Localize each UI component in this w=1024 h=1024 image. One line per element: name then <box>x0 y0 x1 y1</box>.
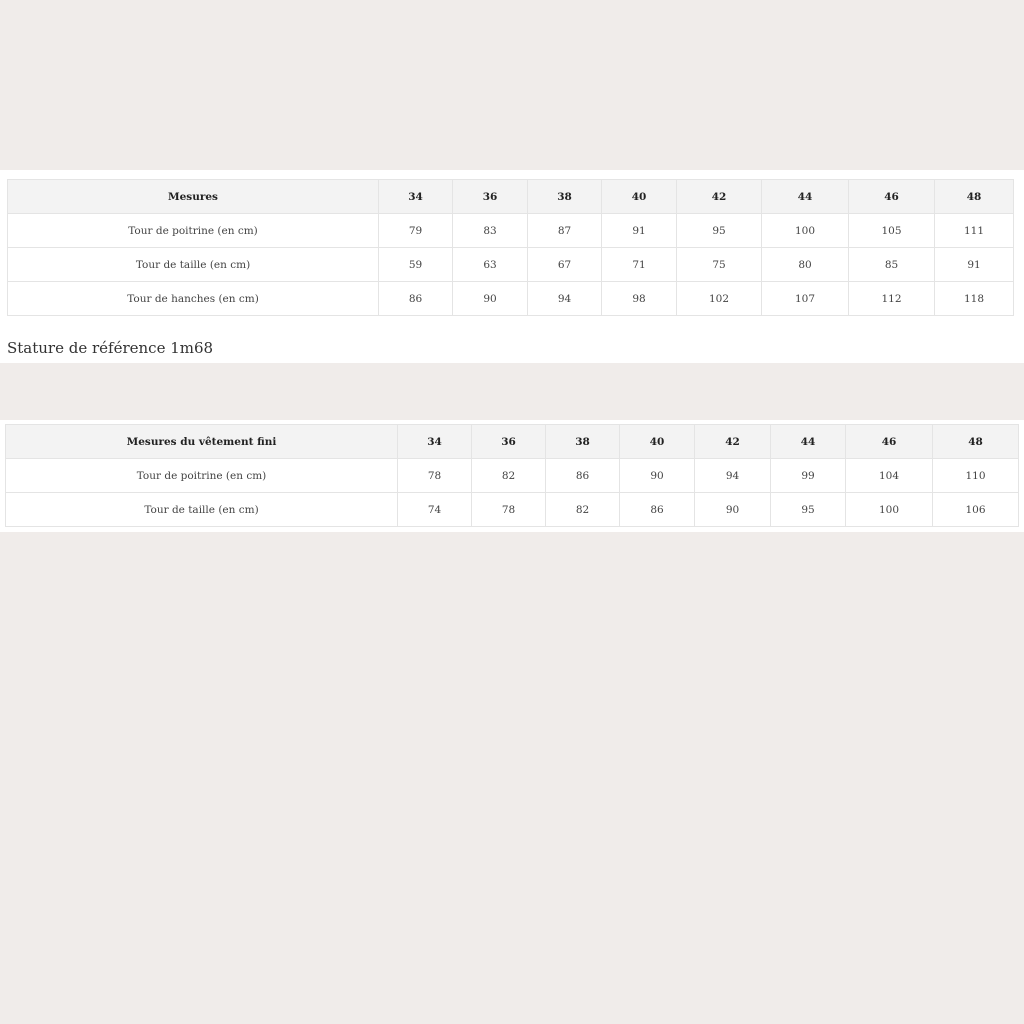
measurement-value: 85 <box>848 247 935 282</box>
measurement-value: 86 <box>545 458 620 493</box>
measurement-value: 78 <box>397 458 472 493</box>
table-row: Tour de taille (en cm) 59 63 67 71 75 80 85 91 <box>7 247 1014 282</box>
measurement-value: 90 <box>619 458 695 493</box>
measurement-value: 86 <box>378 281 453 316</box>
size-header: 48 <box>934 179 1014 214</box>
measurement-value: 118 <box>934 281 1014 316</box>
measurement-value: 100 <box>761 213 849 248</box>
size-header: 44 <box>761 179 849 214</box>
measurement-value: 67 <box>527 247 602 282</box>
measurement-value: 74 <box>397 492 472 527</box>
measurement-value: 86 <box>619 492 695 527</box>
finished-garment-table: Mesures du vêtement fini 34 36 38 40 42 44 46 48… <box>5 424 1019 527</box>
measurement-value: 105 <box>848 213 935 248</box>
size-header: 38 <box>527 179 602 214</box>
table-row: Tour de taille (en cm) 74 78 82 86 90 95 100 106 <box>5 492 1019 527</box>
size-header: 44 <box>770 424 846 459</box>
body-measurements-table: Mesures 34 36 38 40 42 44 46 48 Tour de poitrine… <box>7 179 1014 316</box>
measurement-value: 102 <box>676 281 762 316</box>
size-header: 48 <box>932 424 1019 459</box>
size-header: 36 <box>471 424 546 459</box>
measurement-label: Tour de hanches (en cm) <box>7 281 379 316</box>
measurement-value: 90 <box>694 492 771 527</box>
measurement-value: 82 <box>545 492 620 527</box>
measurement-value: 106 <box>932 492 1019 527</box>
measurement-value: 100 <box>845 492 933 527</box>
measurement-value: 95 <box>676 213 762 248</box>
measurement-value: 90 <box>452 281 528 316</box>
measurement-value: 111 <box>934 213 1014 248</box>
size-header: 34 <box>378 179 453 214</box>
size-header: 34 <box>397 424 472 459</box>
measurement-label: Tour de taille (en cm) <box>5 492 398 527</box>
measurement-value: 98 <box>601 281 677 316</box>
measurement-label: Tour de poitrine (en cm) <box>5 458 398 493</box>
measurement-value: 75 <box>676 247 762 282</box>
measurement-label: Tour de taille (en cm) <box>7 247 379 282</box>
measurement-value: 110 <box>932 458 1019 493</box>
measurement-label: Tour de poitrine (en cm) <box>7 213 379 248</box>
size-header: 40 <box>619 424 695 459</box>
size-header: 42 <box>694 424 771 459</box>
measurement-value: 104 <box>845 458 933 493</box>
measurement-value: 80 <box>761 247 849 282</box>
measurement-value: 83 <box>452 213 528 248</box>
table-row: Tour de poitrine (en cm) 79 83 87 91 95 100 105… <box>7 213 1014 248</box>
measurement-value: 63 <box>452 247 528 282</box>
measurement-value: 91 <box>601 213 677 248</box>
table-header-row: Mesures du vêtement fini 34 36 38 40 42 44 46 48 <box>5 424 1019 459</box>
size-header: 46 <box>848 179 935 214</box>
measure-header: Mesures du vêtement fini <box>5 424 398 459</box>
table-row: Tour de poitrine (en cm) 78 82 86 90 94 99 104 1… <box>5 458 1019 493</box>
measurement-value: 94 <box>527 281 602 316</box>
size-header: 46 <box>845 424 933 459</box>
measurement-value: 59 <box>378 247 453 282</box>
measurement-value: 91 <box>934 247 1014 282</box>
measurement-value: 79 <box>378 213 453 248</box>
measurement-value: 112 <box>848 281 935 316</box>
measurement-value: 87 <box>527 213 602 248</box>
size-header: 40 <box>601 179 677 214</box>
measurement-value: 107 <box>761 281 849 316</box>
reference-height-note: Stature de référence 1m68 <box>7 339 214 357</box>
measurement-value: 95 <box>770 492 846 527</box>
measurement-value: 99 <box>770 458 846 493</box>
measure-header: Mesures <box>7 179 379 214</box>
table-header-row: Mesures 34 36 38 40 42 44 46 48 <box>7 179 1014 214</box>
measurement-value: 78 <box>471 492 546 527</box>
measurement-value: 82 <box>471 458 546 493</box>
size-header: 42 <box>676 179 762 214</box>
table-row: Tour de hanches (en cm) 86 90 94 98 102 107 112… <box>7 281 1014 316</box>
size-header: 38 <box>545 424 620 459</box>
measurement-value: 71 <box>601 247 677 282</box>
measurement-value: 94 <box>694 458 771 493</box>
size-header: 36 <box>452 179 528 214</box>
